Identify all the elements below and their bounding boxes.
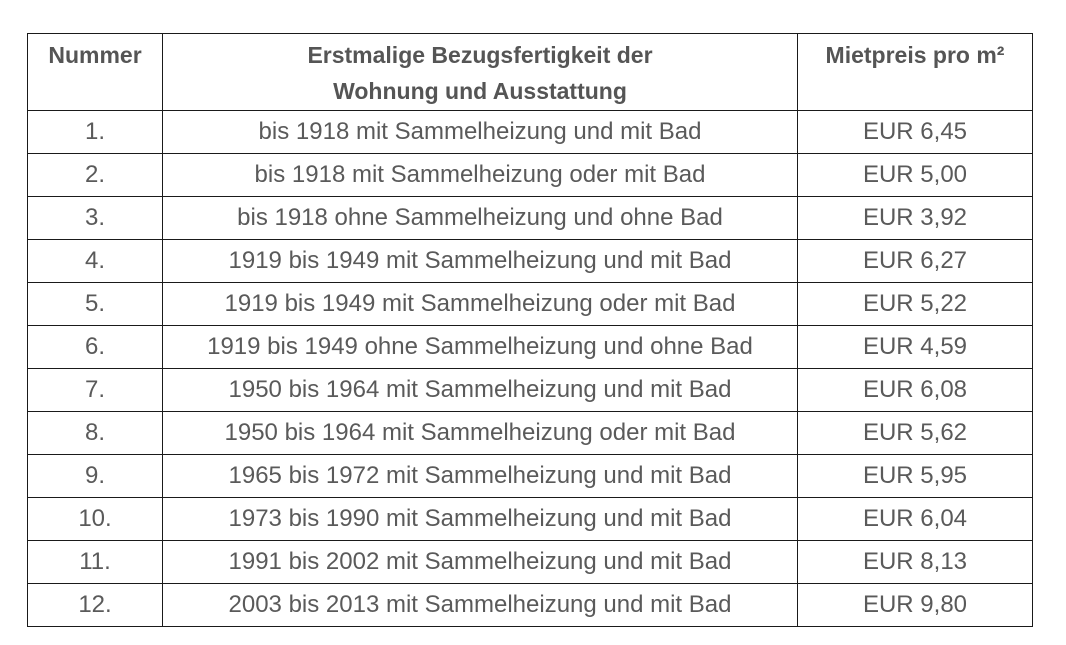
cell-number: 6. — [27, 325, 163, 369]
cell-number: 12. — [27, 583, 163, 627]
cell-description: 2003 bis 2013 mit Sammelheizung und mit … — [162, 583, 798, 627]
header-row: Nummer Erstmalige Bezugsfertigkeit der W… — [27, 33, 1033, 111]
cell-price: EUR 8,13 — [797, 540, 1033, 584]
cell-price: EUR 6,08 — [797, 368, 1033, 412]
cell-description: 1965 bis 1972 mit Sammelheizung und mit … — [162, 454, 798, 498]
cell-description: bis 1918 mit Sammelheizung oder mit Bad — [162, 153, 798, 197]
table-header: Nummer Erstmalige Bezugsfertigkeit der W… — [27, 33, 1033, 111]
cell-number: 5. — [27, 282, 163, 326]
cell-description: bis 1918 mit Sammelheizung und mit Bad — [162, 110, 798, 154]
table-row: 9. 1965 bis 1972 mit Sammelheizung und m… — [27, 454, 1033, 498]
cell-price: EUR 5,22 — [797, 282, 1033, 326]
cell-price: EUR 6,04 — [797, 497, 1033, 541]
rent-price-table: Nummer Erstmalige Bezugsfertigkeit der W… — [27, 33, 1033, 627]
cell-number: 8. — [27, 411, 163, 455]
cell-description: 1919 bis 1949 ohne Sammelheizung und ohn… — [162, 325, 798, 369]
cell-price: EUR 6,45 — [797, 110, 1033, 154]
cell-description: 1919 bis 1949 mit Sammelheizung und mit … — [162, 239, 798, 283]
cell-number: 4. — [27, 239, 163, 283]
header-description-line2: Wohnung und Ausstattung — [333, 78, 627, 104]
cell-price: EUR 5,62 — [797, 411, 1033, 455]
cell-number: 9. — [27, 454, 163, 498]
cell-description: 1919 bis 1949 mit Sammelheizung oder mit… — [162, 282, 798, 326]
table-row: 2. bis 1918 mit Sammelheizung oder mit B… — [27, 153, 1033, 197]
table-row: 8. 1950 bis 1964 mit Sammelheizung oder … — [27, 411, 1033, 455]
cell-description: 1950 bis 1964 mit Sammelheizung und mit … — [162, 368, 798, 412]
cell-number: 3. — [27, 196, 163, 240]
header-description: Erstmalige Bezugsfertigkeit der Wohnung … — [162, 33, 798, 111]
cell-number: 11. — [27, 540, 163, 584]
table-row: 1. bis 1918 mit Sammelheizung und mit Ba… — [27, 110, 1033, 154]
header-price: Mietpreis pro m² — [797, 33, 1033, 111]
cell-description: 1991 bis 2002 mit Sammelheizung und mit … — [162, 540, 798, 584]
cell-price: EUR 5,95 — [797, 454, 1033, 498]
table-row: 6. 1919 bis 1949 ohne Sammelheizung und … — [27, 325, 1033, 369]
cell-description: 1950 bis 1964 mit Sammelheizung oder mit… — [162, 411, 798, 455]
table-row: 4. 1919 bis 1949 mit Sammelheizung und m… — [27, 239, 1033, 283]
cell-price: EUR 9,80 — [797, 583, 1033, 627]
cell-number: 7. — [27, 368, 163, 412]
table-row: 10. 1973 bis 1990 mit Sammelheizung und … — [27, 497, 1033, 541]
cell-number: 1. — [27, 110, 163, 154]
header-number: Nummer — [27, 33, 163, 111]
cell-price: EUR 6,27 — [797, 239, 1033, 283]
cell-price: EUR 4,59 — [797, 325, 1033, 369]
table-row: 5. 1919 bis 1949 mit Sammelheizung oder … — [27, 282, 1033, 326]
table-row: 3. bis 1918 ohne Sammelheizung und ohne … — [27, 196, 1033, 240]
cell-description: 1973 bis 1990 mit Sammelheizung und mit … — [162, 497, 798, 541]
table-body: 1. bis 1918 mit Sammelheizung und mit Ba… — [27, 110, 1033, 627]
cell-price: EUR 5,00 — [797, 153, 1033, 197]
cell-description: bis 1918 ohne Sammelheizung und ohne Bad — [162, 196, 798, 240]
table-row: 11. 1991 bis 2002 mit Sammelheizung und … — [27, 540, 1033, 584]
cell-price: EUR 3,92 — [797, 196, 1033, 240]
table-row: 12. 2003 bis 2013 mit Sammelheizung und … — [27, 583, 1033, 627]
cell-number: 2. — [27, 153, 163, 197]
table-row: 7. 1950 bis 1964 mit Sammelheizung und m… — [27, 368, 1033, 412]
cell-number: 10. — [27, 497, 163, 541]
header-description-line1: Erstmalige Bezugsfertigkeit der — [307, 42, 653, 68]
